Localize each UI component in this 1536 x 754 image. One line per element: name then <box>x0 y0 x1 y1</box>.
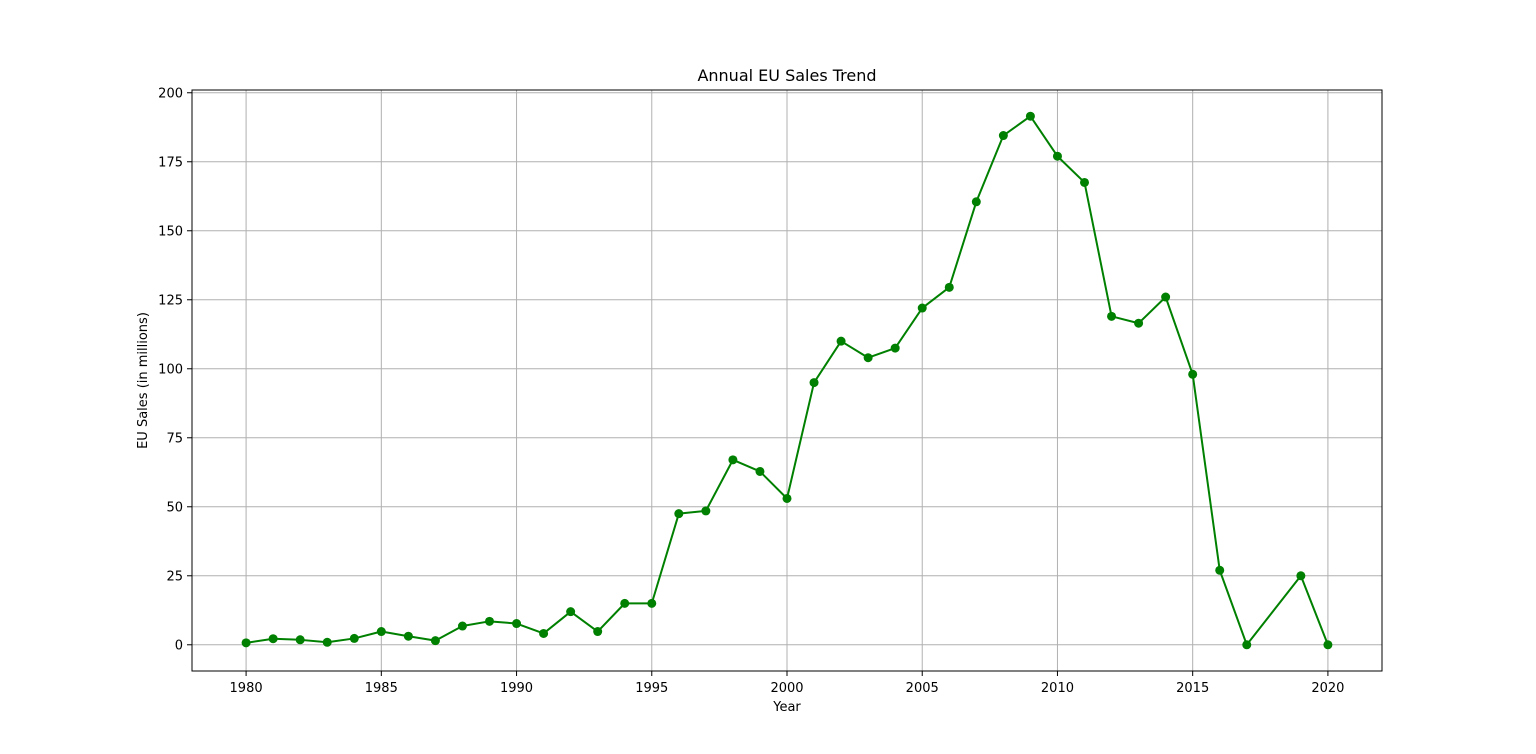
y-tick-label: 150 <box>158 224 183 239</box>
x-tick-label: 1980 <box>230 681 263 696</box>
data-point <box>1296 571 1306 581</box>
x-tick-label: 1985 <box>365 681 398 696</box>
data-point <box>403 631 413 641</box>
x-tick-label: 1995 <box>635 681 668 696</box>
y-tick-label: 25 <box>166 569 183 584</box>
data-point <box>1107 311 1117 321</box>
x-tick-label: 2005 <box>906 681 939 696</box>
data-point <box>1052 151 1062 161</box>
data-point <box>268 634 278 644</box>
data-point <box>836 336 846 346</box>
data-point-layer <box>241 111 1333 650</box>
data-point <box>728 455 738 465</box>
data-point <box>593 627 603 637</box>
y-axis-ticks: 0 25 50 75 100 125 150 175 200 <box>158 86 192 653</box>
data-point <box>863 353 873 363</box>
data-point <box>539 628 549 638</box>
data-point <box>430 636 440 646</box>
data-point <box>1080 177 1089 187</box>
x-tick-label: 2020 <box>1311 681 1344 696</box>
data-point <box>457 621 467 631</box>
chart-title: Annual EU Sales Trend <box>697 66 876 85</box>
y-tick-label: 125 <box>158 293 183 308</box>
y-axis-label: EU Sales (in millions) <box>136 312 151 449</box>
data-point <box>755 466 765 476</box>
data-point <box>376 627 386 637</box>
data-point <box>1025 111 1035 121</box>
data-point <box>349 633 359 643</box>
x-tick-label: 2010 <box>1041 681 1074 696</box>
data-point <box>620 598 630 608</box>
series-line-layer <box>245 115 1329 646</box>
data-point <box>1161 292 1171 302</box>
data-point <box>241 638 251 648</box>
data-point <box>295 635 305 645</box>
y-tick-label: 50 <box>166 500 183 515</box>
x-axis-label: Year <box>772 700 801 715</box>
series-line <box>245 115 1329 646</box>
y-tick-label: 100 <box>158 362 183 377</box>
data-point <box>674 509 684 519</box>
data-point <box>1215 565 1225 575</box>
data-point <box>917 303 927 313</box>
data-point <box>944 282 954 292</box>
data-point <box>485 616 494 626</box>
data-point <box>998 131 1008 141</box>
x-tick-label: 1990 <box>500 681 533 696</box>
data-point <box>809 378 819 388</box>
x-tick-label: 2000 <box>770 681 803 696</box>
data-point <box>566 607 576 617</box>
data-point <box>1323 640 1333 650</box>
grid <box>192 90 1382 671</box>
data-point <box>701 506 711 516</box>
data-point <box>1188 369 1198 379</box>
data-point <box>782 493 792 503</box>
data-point <box>971 197 981 207</box>
x-axis-ticks: 1980 1985 1990 1995 2000 2005 2010 2015 2020 <box>230 671 1344 696</box>
y-tick-label: 175 <box>158 155 183 170</box>
data-point <box>1242 640 1252 650</box>
data-point <box>890 343 900 353</box>
data-point <box>512 619 522 629</box>
data-point <box>322 637 332 647</box>
y-tick-label: 200 <box>158 86 183 101</box>
data-point <box>1134 318 1144 328</box>
y-tick-label: 0 <box>175 638 183 653</box>
data-point <box>647 598 657 608</box>
y-tick-label: 75 <box>166 431 183 446</box>
x-tick-label: 2015 <box>1176 681 1209 696</box>
